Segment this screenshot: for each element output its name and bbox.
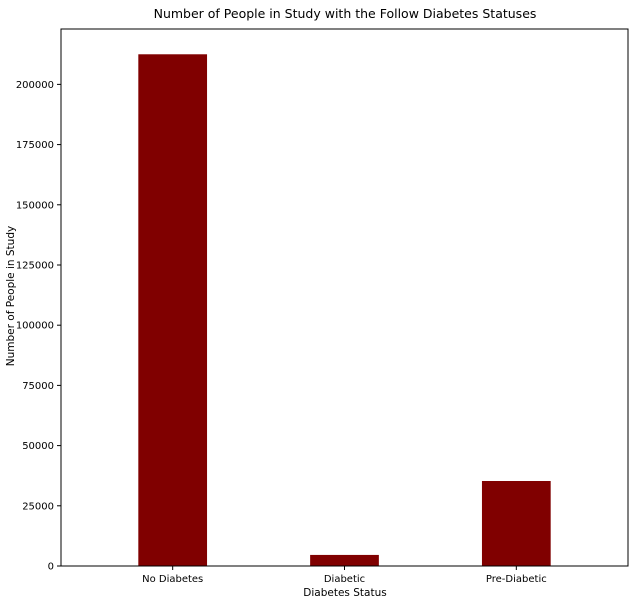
y-tick-label: 200000 [16, 80, 54, 91]
bars-group [138, 54, 551, 566]
y-tick-label: 150000 [16, 200, 54, 211]
y-tick-label: 175000 [16, 140, 54, 151]
x-axis-label: Diabetes Status [303, 587, 386, 599]
y-tick-label: 25000 [22, 501, 54, 512]
bar-no-diabetes [138, 54, 208, 566]
plot-frame [60, 28, 629, 567]
y-tick-label: 0 [48, 562, 54, 573]
chart-title: Number of People in Study with the Follo… [154, 6, 537, 21]
y-tick-label: 50000 [22, 441, 54, 452]
y-axis-label: Number of People in Study [5, 226, 17, 366]
y-ticks-group: 0 25000 50000 75000 100000 125000 150000 175000… [16, 80, 61, 573]
x-tick-label: Pre-Diabetic [486, 574, 547, 585]
y-tick-label: 75000 [22, 381, 54, 392]
bar-diabetic [310, 554, 379, 566]
y-tick-label: 100000 [16, 321, 54, 332]
x-ticks-group: No Diabetes Diabetic Pre-Diabetic [142, 566, 547, 585]
x-tick-label: No Diabetes [142, 574, 203, 585]
x-tick-label: Diabetic [324, 574, 365, 585]
bar-pre-diabetic [481, 480, 551, 566]
y-tick-label: 125000 [16, 260, 54, 271]
